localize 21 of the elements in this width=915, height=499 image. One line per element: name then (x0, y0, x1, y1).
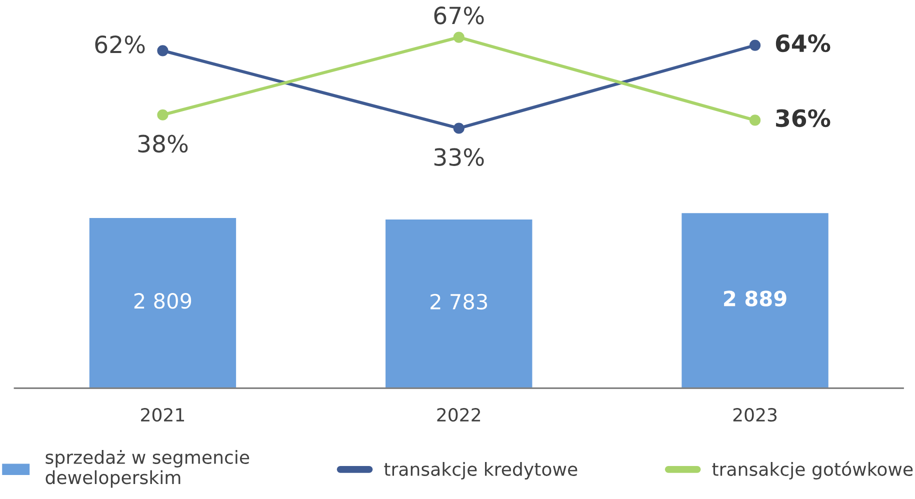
data-label: 67% (434, 6, 484, 24)
data-label: 36% (776, 109, 830, 128)
point (749, 40, 761, 51)
legend-label: transakcje kredytowe (384, 462, 578, 480)
legend-label: sprzedaż w segmencie deweloperskim (46, 450, 250, 488)
point (453, 122, 464, 134)
data-label: 2 783 (430, 294, 488, 310)
point (749, 114, 761, 126)
data-label: 64% (776, 34, 830, 52)
data-label: 38% (138, 134, 188, 153)
point (453, 32, 464, 43)
x-tick-label: 2021 (141, 408, 184, 422)
x-tick-label: 2022 (437, 408, 480, 422)
x-tick-label: 2023 (733, 408, 777, 422)
data-label: 2 889 (724, 290, 786, 306)
data-label: 62% (95, 35, 145, 54)
point (157, 109, 168, 120)
point (157, 45, 168, 56)
legend-label: transakcje gotówkowe (712, 461, 913, 480)
data-label: 33% (434, 148, 484, 166)
data-label: 2 809 (134, 293, 192, 309)
